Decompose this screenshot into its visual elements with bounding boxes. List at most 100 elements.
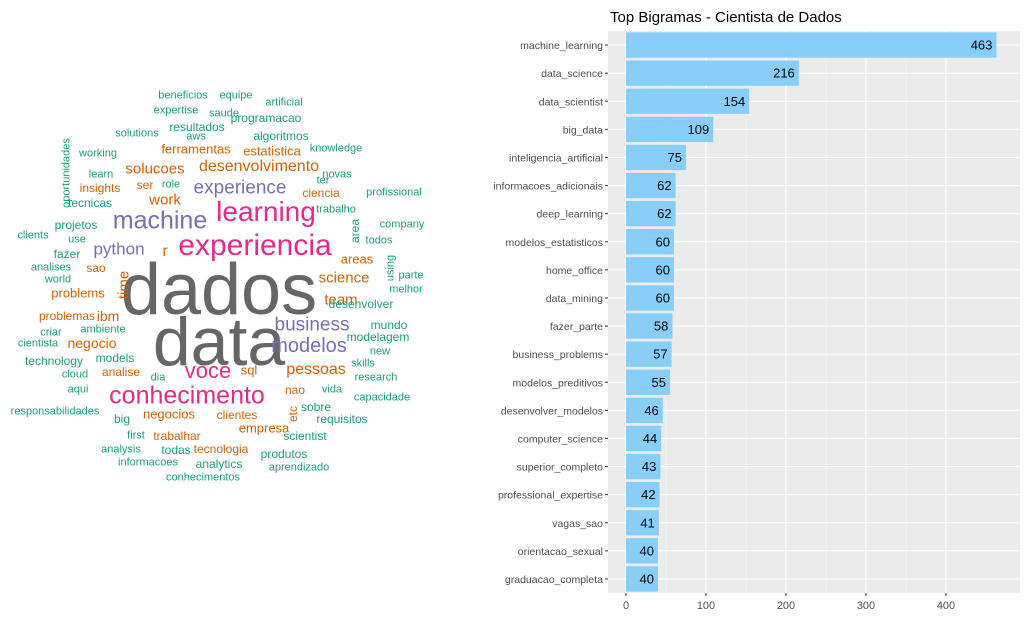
cloud-word-tecnicas: tecnicas: [67, 196, 113, 210]
cloud-word-analise: analise: [101, 365, 141, 379]
cloud-word-estatistica: estatistica: [243, 143, 301, 159]
cloud-word-programacao: programacao: [230, 111, 302, 125]
cloud-word-python: python: [93, 239, 145, 259]
y-tick-label: fazer_parte: [550, 321, 603, 333]
cloud-word-voce: voce: [184, 358, 232, 383]
cloud-word-conhecimentos: conhecimentos: [166, 471, 240, 484]
bar-value-label: 40: [640, 543, 654, 558]
y-tick-label: computer_science: [518, 433, 603, 445]
bar-graduacao_completa: [626, 566, 658, 592]
y-tick-label: desenvolver_modelos: [501, 405, 603, 417]
bar-value-label: 41: [640, 515, 654, 530]
cloud-word-r: r: [162, 243, 168, 260]
bar-professional_expertise: [626, 482, 660, 508]
cloud-word-conhecimento: conhecimento: [109, 381, 265, 410]
cloud-word-sao: sao: [86, 261, 106, 275]
cloud-word-company: company: [379, 218, 425, 231]
plot-panel: [608, 31, 1020, 593]
cloud-word-solutions: solutions: [115, 127, 159, 140]
cloud-word-business: business: [274, 314, 350, 336]
cloud-word-capacidade: capacidade: [353, 391, 411, 404]
cloud-word-responsabilidades: responsabilidades: [10, 405, 100, 418]
cloud-word-learn: learn: [88, 168, 114, 181]
bar-fazer_parte: [626, 313, 673, 339]
cloud-word-todas: todas: [161, 443, 191, 457]
y-tick-label: professional_expertise: [498, 490, 603, 502]
bar-data_science: [626, 60, 799, 86]
y-tick-label: superior_completo: [517, 462, 604, 474]
cloud-word-expertise: expertise: [153, 104, 199, 117]
cloud-word-scientist: scientist: [283, 429, 327, 443]
bar-big_data: [626, 116, 714, 142]
y-tick-label: inteligencia_artificial: [509, 152, 603, 164]
cloud-word-world: world: [44, 273, 72, 286]
bar-informacoes_adicionais: [626, 172, 676, 199]
cloud-word-nao: nao: [284, 383, 306, 397]
cloud-word-ambiente: ambiente: [80, 323, 126, 336]
cloud-word-artificial: artificial: [265, 96, 303, 109]
cloud-word-etc: etc: [286, 405, 300, 423]
bar-value-label: 60: [656, 234, 670, 249]
cloud-word-insights: insights: [79, 181, 121, 195]
cloud-word-areas: areas: [340, 251, 374, 267]
cloud-word-science: science: [318, 269, 370, 287]
cloud-word-experiencia: experiencia: [178, 229, 332, 262]
cloud-word-problemas: problemas: [38, 309, 96, 323]
cloud-word-models: models: [95, 351, 135, 365]
cloud-word-cloud: cloud: [61, 368, 89, 381]
cloud-word-sql: sql: [240, 362, 258, 378]
bigram-bar-chart: Top Bigramas - Cientista de Dados 463 216…: [493, 9, 1020, 612]
cloud-word-equipe: equipe: [219, 89, 253, 102]
cloud-word-new: new: [369, 345, 391, 358]
cloud-word-ciencia: ciencia: [302, 186, 340, 200]
cloud-word-fazer: fazer: [53, 247, 81, 261]
y-tick-label: graduacao_completa: [505, 574, 603, 586]
cloud-word-desenvolver: desenvolver: [328, 297, 394, 311]
bar-vagas_sao: [626, 510, 659, 536]
cloud-word-using: using: [384, 254, 397, 282]
bar-value-label: 75: [668, 150, 682, 165]
bar-business_problems: [626, 341, 672, 367]
cloud-word-pessoas: pessoas: [286, 361, 346, 378]
word-cloud: dados data experiencia learning conhecimento…: [0, 0, 470, 617]
bar-value-label: 463: [971, 38, 993, 53]
bar-orientacao_sexual: [626, 538, 658, 564]
cloud-word-novas: novas: [322, 168, 352, 181]
cloud-word-clientes: clientes: [216, 408, 258, 422]
cloud-word-time: time: [115, 270, 133, 300]
cloud-word-aqui: aqui: [67, 383, 89, 396]
y-tick-label: orientacao_sexual: [518, 546, 603, 558]
bar-value-label: 60: [656, 262, 670, 277]
cloud-word-team: team: [324, 291, 358, 309]
cloud-word-technology: technology: [24, 354, 84, 368]
cloud-word-desenvolvimento: desenvolvimento: [198, 158, 320, 175]
cloud-word-aws: aws: [186, 130, 206, 143]
cloud-word-trabalho: trabalho: [316, 203, 356, 216]
y-tick-label: machine_learning: [520, 40, 603, 52]
y-tick-label: data_science: [541, 68, 603, 80]
cloud-word-cientista: cientista: [17, 337, 59, 350]
cloud-word-dados: dados: [120, 250, 318, 330]
y-tick-label: home_office: [546, 265, 603, 277]
cloud-word-ibm: ibm: [96, 308, 120, 324]
chart-title: Top Bigramas - Cientista de Dados: [610, 9, 842, 26]
cloud-word-beneficios: beneficios: [158, 89, 208, 102]
cloud-word-parte: parte: [398, 269, 424, 282]
cloud-word-research: research: [354, 371, 398, 384]
bar-inteligencia_artificial: [626, 144, 686, 171]
cloud-word-todos: todos: [365, 234, 393, 247]
bar-value-label: 154: [723, 94, 745, 109]
cloud-word-ferramentas: ferramentas: [161, 141, 231, 157]
y-tick-label: informacoes_adicionais: [493, 181, 603, 193]
y-tick-label: modelos_estatisticos: [506, 237, 603, 249]
cloud-word-problems: problems: [51, 285, 105, 301]
cloud-word-produtos: produtos: [260, 447, 308, 461]
cloud-word-mundo: mundo: [370, 318, 408, 332]
cloud-word-sobre: sobre: [300, 400, 332, 414]
bar-value-label: 40: [640, 571, 654, 586]
x-tick-label: 400: [937, 600, 955, 612]
cloud-word-trabalhar: trabalhar: [153, 429, 201, 443]
x-tick-label: 100: [697, 600, 715, 612]
y-tick-label: modelos_preditivos: [513, 377, 603, 389]
cloud-word-profissional: profissional: [366, 186, 422, 199]
